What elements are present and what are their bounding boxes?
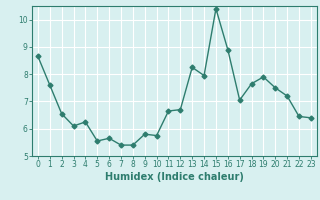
X-axis label: Humidex (Indice chaleur): Humidex (Indice chaleur) xyxy=(105,172,244,182)
